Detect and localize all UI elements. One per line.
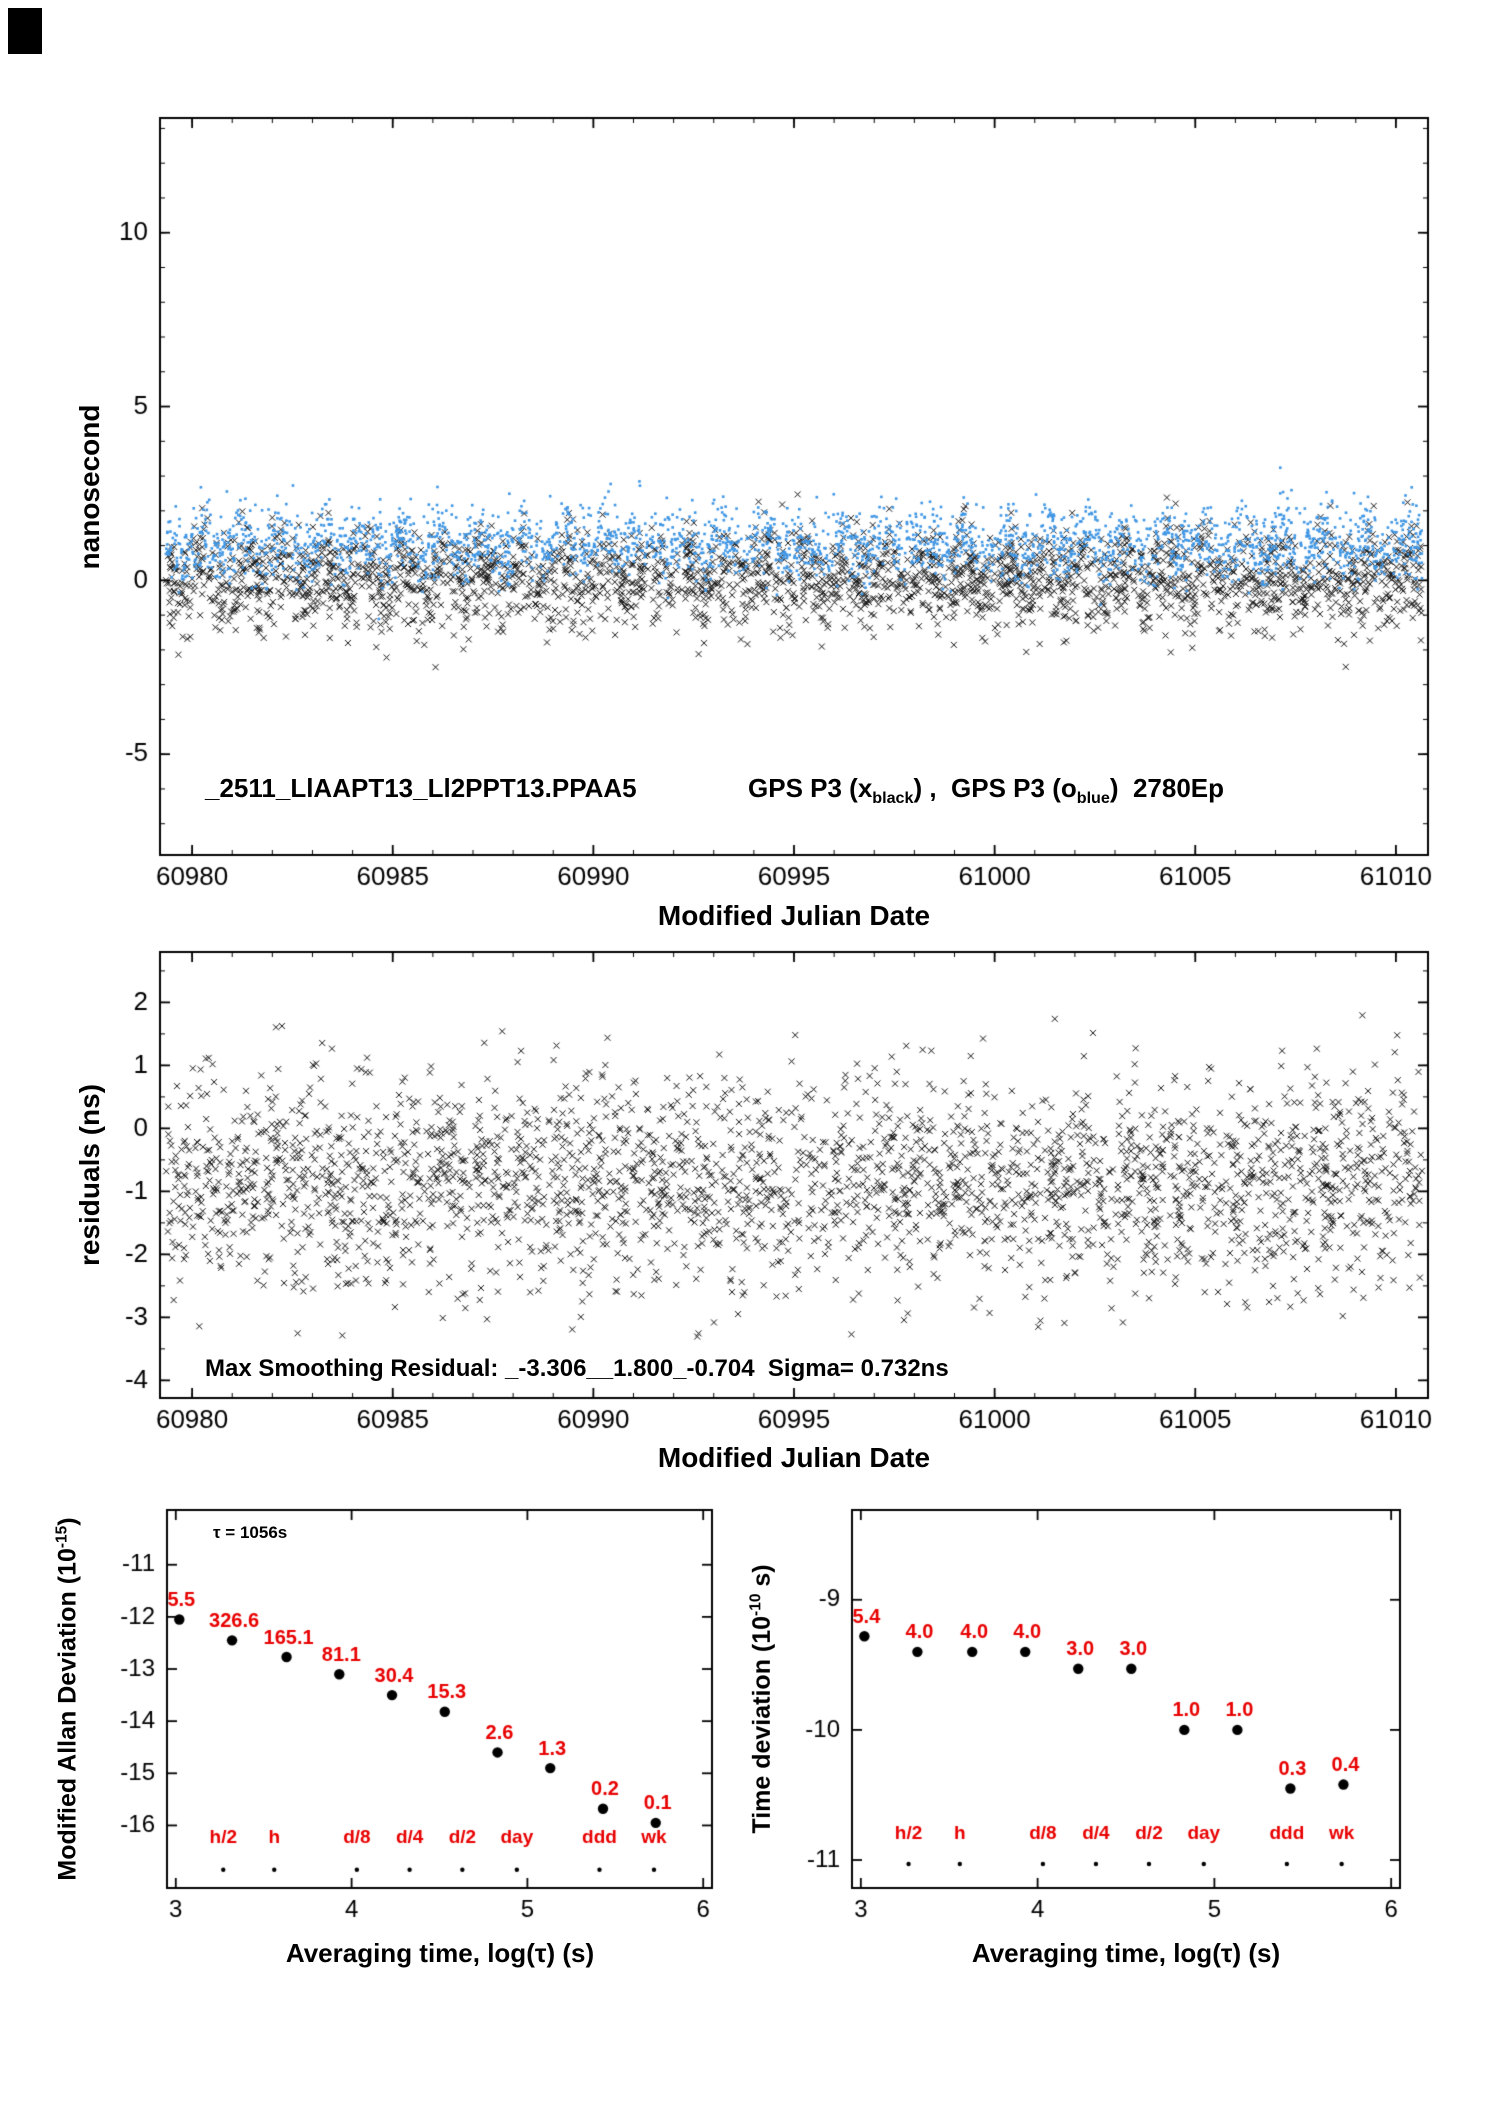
panel3-x-axis-label: Averaging time, log(τ) (s) (285, 1938, 595, 1968)
mdev-label-close: ) (53, 1517, 82, 1526)
panel4-x-axis-label: Averaging time, log(τ) (s) (971, 1938, 1281, 1968)
panel2-x-axis-label: Modified Julian Date (657, 1442, 931, 1473)
panel1-y-axis-label: nanosecond (74, 404, 105, 570)
mdev-label-base: Modified Allan Deviation (10 (53, 1548, 82, 1881)
legend-part-2: ) , GPS P3 (o (913, 773, 1077, 803)
panel3-y-axis-label: Modified Allan Deviation (10-15) (53, 1517, 82, 1880)
tdev-label-base: Time deviation (10 (747, 1615, 776, 1834)
tdev-label-close: s) (747, 1564, 776, 1594)
mdev-label-exponent: -15 (53, 1525, 71, 1549)
legend-part-3: ) 2780Ep (1109, 773, 1225, 803)
panel3-tau-annotation: τ = 1056s (213, 1523, 288, 1542)
panel4-y-axis-label: Time deviation (10-10 s) (747, 1564, 776, 1833)
panel2-max-residual-annotation: Max Smoothing Residual: _-3.306__1.800_-… (205, 1355, 949, 1382)
legend-sub-black: black (872, 789, 914, 808)
panel2-y-axis-label: residuals (ns) (74, 1083, 105, 1267)
panel1-title-filename: _2511_LlAAPT13_Ll2PPT13.PPAA5 (205, 773, 637, 803)
panel1-x-axis-label: Modified Julian Date (657, 900, 931, 931)
panel1-series-legend: GPS P3 (xblack) , GPS P3 (oblue) 2780Ep (748, 773, 1224, 808)
legend-sub-blue: blue (1076, 789, 1110, 808)
tdev-label-exponent: -10 (747, 1593, 765, 1616)
legend-part-1: GPS P3 (x (748, 773, 873, 803)
corner-artifact (8, 8, 42, 54)
